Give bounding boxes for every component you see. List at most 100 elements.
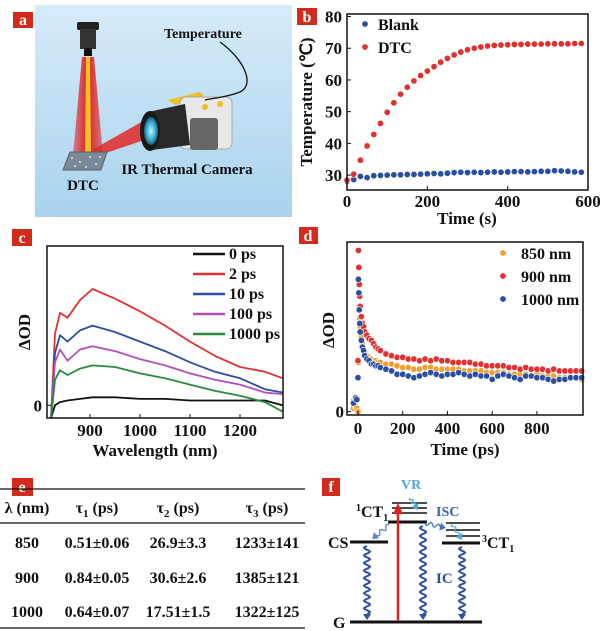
x-tick-label: 1100 — [173, 421, 206, 440]
data-point-dtc — [530, 40, 538, 48]
data-point-dtc — [577, 39, 585, 47]
data-point-dtc — [423, 67, 431, 75]
data-point-blank — [544, 167, 552, 175]
data-point-blank — [423, 170, 431, 178]
legend-label: 1000 ps — [229, 326, 280, 343]
singlet-ct-label: 1CT1 — [356, 503, 388, 524]
data-point-blank — [497, 168, 505, 176]
y-axis-label: ΔOD — [319, 312, 338, 348]
panel-a: Temperature IR Thermal Camera DTC — [35, 5, 292, 217]
data-point-blank — [383, 171, 391, 179]
arrow-head — [411, 502, 418, 510]
header-subscript: 1 — [83, 508, 89, 520]
legend-label: DTC — [378, 40, 412, 57]
x-tick-label: 800 — [524, 419, 550, 438]
data-point-blank — [437, 170, 445, 178]
y-tick-label: 60 — [325, 71, 342, 90]
data-point-dtc — [490, 41, 498, 49]
laser-beam-core — [85, 57, 91, 155]
data-point-blank — [410, 170, 418, 178]
data-point-1000-nm — [356, 328, 364, 336]
data-point-1000-nm — [356, 319, 364, 327]
series-line-1000-ps — [50, 364, 283, 419]
data-point-blank — [571, 168, 579, 176]
legend-label: 1000 nm — [521, 292, 580, 309]
x-tick-label: 0 — [354, 419, 363, 438]
legend-marker — [361, 20, 369, 28]
legend-marker — [499, 249, 507, 257]
y-tick-label: 50 — [325, 103, 342, 122]
data-point-1000-nm — [354, 275, 362, 283]
data-point-1000-nm — [488, 375, 496, 383]
data-point-dtc — [571, 39, 579, 47]
legend-label: 0 ps — [229, 246, 256, 263]
x-tick-label: 0 — [343, 192, 352, 211]
table-cell: 26.9±3.3 — [150, 535, 207, 552]
arrow-head — [419, 614, 427, 620]
wavy-line — [376, 523, 390, 537]
x-tick-label: 1200 — [223, 421, 257, 440]
ic-arrow — [418, 525, 428, 620]
data-point-dtc — [383, 108, 391, 116]
data-point-dtc — [504, 41, 512, 49]
data-point-blank — [484, 168, 492, 176]
wavy-line — [362, 545, 372, 615]
table-cell: 1233±141 — [235, 535, 300, 552]
table-cell: 850 — [15, 535, 39, 552]
legend-label: 900 nm — [521, 269, 572, 286]
svg-text:a: a — [19, 12, 27, 29]
lifetime-table: λ (nm) τ1 (ps) τ2 (ps) τ3 (ps)850 0.51±0.06 2… — [0, 488, 305, 629]
legend-label: 10 ps — [229, 286, 264, 303]
header-symbol: λ (nm) — [5, 500, 50, 517]
legend-label: 100 ps — [229, 306, 272, 323]
data-point-1000-nm — [357, 336, 365, 344]
header-symbol: τ — [76, 500, 84, 517]
y-axis-label: Temperature (℃) — [297, 37, 316, 166]
header-symbol: τ — [157, 500, 165, 517]
x-tick-label: 400 — [495, 192, 521, 211]
svg-text:f: f — [328, 479, 334, 496]
data-point-dtc — [497, 41, 505, 49]
triplet-ct-levels — [442, 522, 480, 545]
data-point-blank — [403, 170, 411, 178]
panel-label-d: d — [299, 227, 318, 245]
data-point-1000-nm — [353, 396, 361, 404]
table-cell: 0.84±0.05 — [65, 570, 130, 587]
wavy-line — [424, 521, 441, 528]
chart-spectra: 900 1000 1100 1200 0 Wavelength (nm) ΔOD 0 p… — [15, 245, 284, 460]
x-axis-label: Time (s) — [437, 209, 497, 228]
data-point-blank — [524, 168, 532, 176]
table-cell: 1385±121 — [235, 570, 300, 587]
data-point-dtc — [410, 77, 418, 85]
data-point-blank — [517, 168, 525, 176]
dtc-sample — [62, 151, 108, 171]
data-point-dtc — [537, 40, 545, 48]
data-point-dtc — [403, 83, 411, 91]
arrow-head — [455, 532, 463, 540]
x-tick-label: 400 — [435, 419, 461, 438]
y-tick-label: 40 — [325, 134, 342, 153]
panel-label-e: e — [12, 478, 33, 496]
data-point-dtc — [356, 156, 364, 164]
data-point-900-nm — [355, 263, 363, 271]
data-point-blank — [577, 168, 585, 176]
chart-kinetics: 0 200 400 600 800 0 Time (ps) ΔOD 850 nm 900 n… — [319, 241, 586, 459]
data-point-blank — [477, 169, 485, 177]
series-line-10-ps — [50, 324, 283, 419]
data-point-dtc — [464, 46, 472, 54]
legend-marker — [361, 43, 369, 51]
data-point-1000-nm — [354, 374, 362, 382]
svg-text:e: e — [18, 479, 25, 496]
data-point-dtc — [477, 43, 485, 51]
arrow-head — [439, 522, 446, 531]
data-point-blank — [457, 168, 465, 176]
ic-label: IC — [436, 571, 453, 587]
header-subscript: 2 — [164, 508, 170, 520]
data-point-blank — [356, 172, 364, 180]
triplet-ct-label: 3CT1 — [482, 534, 514, 555]
data-point-blank — [417, 170, 425, 178]
temperature-wire — [204, 41, 248, 101]
table-cell: 1322±125 — [235, 604, 300, 621]
data-point-1000-nm — [355, 306, 363, 314]
data-point-dtc — [350, 170, 358, 178]
